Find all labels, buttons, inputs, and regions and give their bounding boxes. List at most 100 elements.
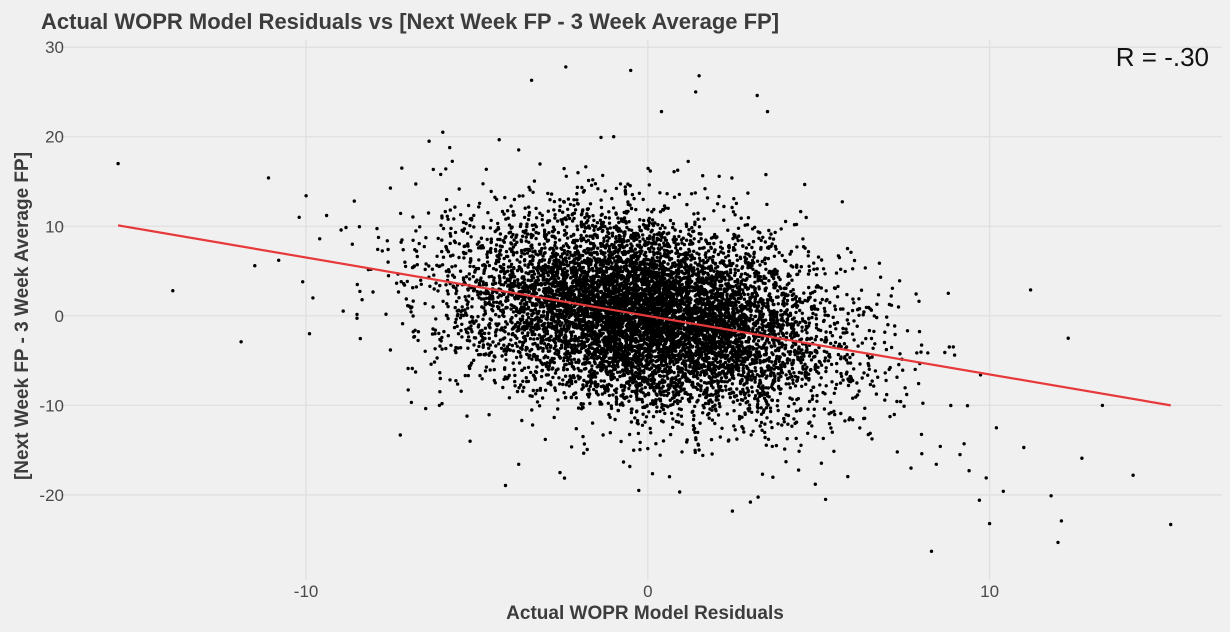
data-point bbox=[723, 270, 727, 275]
data-point bbox=[794, 295, 798, 299]
data-point bbox=[884, 378, 888, 383]
data-point bbox=[344, 225, 348, 230]
data-point bbox=[680, 396, 684, 400]
data-point bbox=[663, 226, 667, 230]
data-point bbox=[755, 397, 760, 401]
data-point bbox=[457, 242, 461, 246]
data-point bbox=[647, 223, 651, 228]
data-point bbox=[759, 366, 763, 370]
data-point bbox=[718, 270, 722, 274]
data-point bbox=[624, 261, 628, 265]
data-point bbox=[607, 413, 611, 417]
data-point bbox=[530, 313, 534, 318]
data-point bbox=[410, 366, 414, 371]
data-point bbox=[532, 265, 536, 270]
data-point bbox=[456, 312, 460, 317]
data-point bbox=[785, 331, 789, 335]
data-point bbox=[651, 358, 655, 363]
data-point bbox=[739, 216, 743, 220]
data-point bbox=[943, 350, 947, 355]
data-point bbox=[629, 407, 634, 411]
data-point bbox=[765, 338, 770, 342]
data-point bbox=[804, 382, 808, 386]
data-point bbox=[717, 174, 721, 178]
data-point bbox=[568, 202, 573, 207]
data-point bbox=[765, 391, 770, 395]
data-point bbox=[564, 383, 568, 387]
data-point bbox=[511, 245, 516, 249]
data-point bbox=[520, 368, 524, 372]
data-point bbox=[735, 264, 739, 268]
data-point bbox=[584, 234, 589, 238]
data-point bbox=[705, 196, 710, 200]
data-point bbox=[417, 241, 421, 246]
data-point bbox=[534, 236, 538, 241]
data-point bbox=[566, 197, 571, 201]
data-point bbox=[588, 202, 593, 206]
data-point bbox=[774, 247, 778, 251]
data-point bbox=[675, 398, 679, 403]
data-point bbox=[512, 279, 517, 283]
data-point bbox=[540, 396, 545, 400]
data-point bbox=[760, 472, 765, 476]
data-point bbox=[806, 250, 811, 254]
data-point bbox=[790, 424, 794, 428]
data-point bbox=[519, 238, 523, 242]
data-point bbox=[453, 230, 458, 235]
data-point bbox=[726, 254, 731, 258]
data-point bbox=[688, 254, 693, 258]
data-point bbox=[404, 297, 408, 301]
data-point bbox=[755, 259, 760, 263]
data-point bbox=[892, 412, 896, 417]
data-point bbox=[680, 282, 684, 287]
data-point bbox=[726, 228, 730, 232]
data-point bbox=[562, 248, 566, 253]
data-point bbox=[818, 301, 823, 305]
data-point bbox=[502, 343, 506, 347]
data-point bbox=[445, 214, 449, 218]
data-point bbox=[807, 378, 811, 382]
data-point bbox=[701, 411, 705, 415]
data-point bbox=[662, 241, 666, 245]
data-point bbox=[733, 428, 737, 432]
data-point bbox=[870, 379, 874, 383]
data-point bbox=[472, 225, 476, 229]
data-point bbox=[475, 348, 479, 353]
data-point bbox=[839, 371, 843, 376]
data-point bbox=[635, 261, 639, 266]
data-point bbox=[852, 319, 856, 323]
data-point bbox=[717, 335, 721, 340]
data-point bbox=[623, 252, 627, 256]
data-point bbox=[870, 355, 874, 359]
data-point bbox=[812, 261, 816, 265]
data-point bbox=[546, 273, 550, 278]
data-point bbox=[603, 255, 607, 259]
data-point bbox=[721, 395, 725, 399]
data-point bbox=[682, 348, 686, 352]
data-point bbox=[641, 233, 645, 237]
data-point bbox=[502, 256, 506, 261]
data-point bbox=[698, 259, 702, 263]
data-point bbox=[796, 375, 800, 380]
data-point bbox=[804, 376, 809, 380]
data-point bbox=[746, 292, 750, 297]
data-point bbox=[484, 167, 488, 171]
data-point bbox=[439, 223, 443, 227]
data-point bbox=[632, 261, 636, 265]
data-point bbox=[855, 381, 859, 385]
data-point bbox=[797, 269, 802, 273]
data-point bbox=[592, 387, 596, 392]
data-point bbox=[480, 328, 484, 333]
data-point bbox=[486, 211, 490, 215]
data-point bbox=[534, 230, 538, 235]
data-point bbox=[550, 255, 555, 259]
data-point bbox=[622, 388, 626, 392]
data-point bbox=[546, 209, 550, 213]
data-point bbox=[649, 431, 653, 435]
data-point bbox=[463, 295, 467, 299]
data-point bbox=[497, 138, 501, 142]
data-point bbox=[552, 199, 557, 204]
data-point bbox=[638, 239, 642, 244]
data-point bbox=[487, 336, 492, 341]
data-point bbox=[753, 380, 757, 384]
